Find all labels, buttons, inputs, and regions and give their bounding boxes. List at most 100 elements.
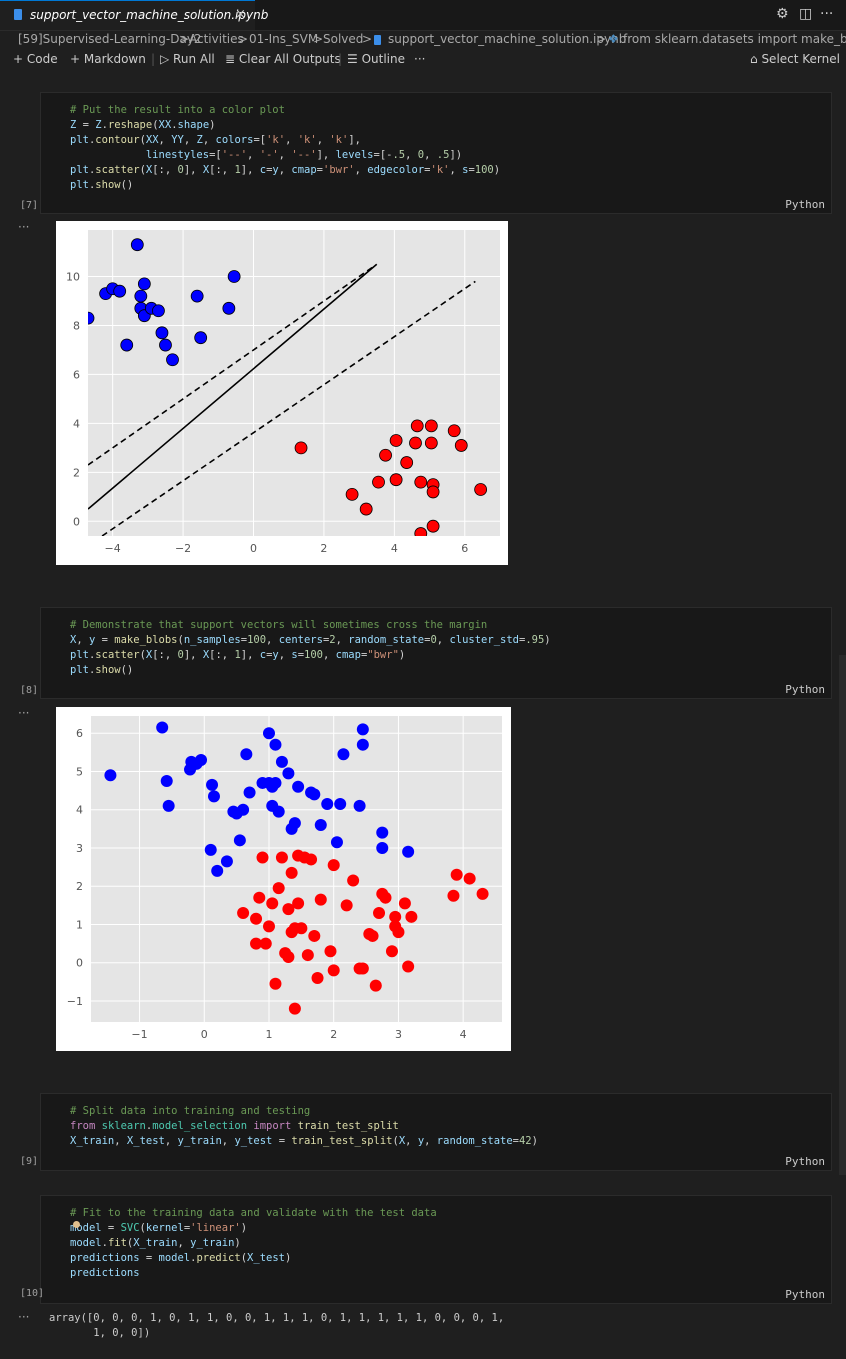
blobs-scatter-plot: −1 0 1 2 3 4 −1 0 1 2 3 4 5 6	[67, 716, 502, 1041]
code-cell[interactable]: # Put the result into a color plot Z = Z…	[40, 92, 832, 214]
data-point	[314, 819, 327, 832]
data-point	[410, 419, 424, 433]
data-point	[166, 353, 179, 367]
plot-area	[91, 716, 502, 1022]
data-point	[269, 738, 282, 751]
breadcrumb-item[interactable]: Activities	[189, 32, 244, 46]
data-point	[155, 326, 169, 340]
data-point	[398, 897, 411, 910]
plot-output-1: −4 −2 0 2 4 6 0 2 4 6 8 10	[56, 221, 508, 565]
y-tick-label: 2	[76, 880, 83, 893]
clear-icon: ≣	[225, 52, 239, 66]
breadcrumb-separator: >	[238, 32, 249, 46]
data-point	[275, 755, 288, 768]
run-all-button[interactable]: ▷ Run All	[160, 52, 215, 66]
output-more-icon[interactable]: ···	[18, 706, 30, 720]
cell-language[interactable]: Python	[785, 198, 825, 211]
add-markdown-label: Markdown	[83, 52, 146, 66]
data-point	[474, 483, 488, 496]
data-point	[285, 866, 298, 879]
data-point	[190, 289, 204, 303]
data-point	[373, 906, 386, 919]
y-tick-label: 6	[76, 727, 83, 740]
y-tick-label: 6	[73, 368, 80, 381]
data-point	[314, 893, 327, 906]
outline-button[interactable]: ☰ Outline	[347, 52, 405, 66]
output-more-icon[interactable]: ···	[18, 220, 30, 234]
cell-language[interactable]: Python	[785, 1288, 825, 1301]
data-point	[402, 960, 415, 973]
margin-line	[88, 266, 374, 466]
data-point	[130, 238, 144, 252]
data-point	[156, 721, 169, 734]
plot-content	[88, 238, 488, 536]
data-point	[392, 926, 405, 939]
execution-count: [9]	[20, 1156, 39, 1167]
close-icon[interactable]: ×	[235, 7, 246, 22]
x-tick-label: 2	[320, 542, 327, 555]
select-kernel-button[interactable]: ⌂ Select Kernel	[750, 52, 840, 66]
gear-icon[interactable]: ⚙	[776, 6, 789, 22]
svm-contour-scatter-plot: −4 −2 0 2 4 6 0 2 4 6 8 10	[66, 230, 500, 555]
toolbar-divider: |	[338, 52, 343, 66]
data-point	[159, 338, 172, 352]
data-point	[405, 910, 418, 923]
add-code-button[interactable]: + Code	[13, 52, 58, 66]
cell-code[interactable]: # Put the result into a color plot Z = Z…	[70, 104, 501, 191]
data-point	[356, 962, 369, 975]
data-point	[345, 487, 359, 501]
tab-notebook[interactable]: support_vector_machine_solution.ipynb ×	[0, 0, 268, 30]
breadcrumb-item[interactable]: support_vector_machine_solution.ipynb	[388, 32, 627, 46]
breadcrumb-item[interactable]: 01-Ins_SVM	[249, 32, 319, 46]
cell-code[interactable]: # Fit to the training data and validate …	[70, 1207, 437, 1279]
code-cell[interactable]: # Demonstrate that support vectors will …	[40, 607, 832, 699]
data-point	[104, 769, 117, 782]
code-cell[interactable]: # Fit to the training data and validate …	[40, 1195, 832, 1304]
more-actions-icon[interactable]: ···	[820, 6, 834, 22]
cell-code[interactable]: # Split data into training and testing f…	[70, 1105, 538, 1147]
data-point	[327, 964, 340, 977]
cell-language[interactable]: Python	[785, 683, 825, 696]
data-point	[447, 889, 460, 902]
y-tick-label: 5	[76, 765, 83, 778]
breadcrumb-item[interactable]: Solved	[323, 32, 364, 46]
plus-icon: +	[13, 52, 27, 66]
breadcrumb-item[interactable]: [59]Supervised-Learning-Day2	[18, 32, 202, 46]
data-point	[426, 519, 440, 533]
data-point	[288, 1002, 301, 1015]
x-tick-label: 6	[461, 542, 468, 555]
breadcrumb-item[interactable]: from sklearn.datasets import make_blobs	[623, 32, 846, 46]
tab-title: support_vector_machine_solution.ipynb	[30, 8, 269, 22]
data-point	[400, 456, 414, 469]
data-point	[356, 738, 369, 751]
add-markdown-button[interactable]: + Markdown	[70, 52, 146, 66]
data-point	[282, 950, 295, 963]
plus-icon: +	[70, 52, 84, 66]
output-more-icon[interactable]: ···	[18, 1310, 30, 1324]
notebook-editor: # Put the result into a color plot Z = Z…	[0, 72, 846, 1359]
x-tick-label: 4	[460, 1028, 467, 1041]
lightbulb-icon[interactable]	[73, 1221, 80, 1228]
data-point	[353, 799, 366, 812]
data-point	[347, 874, 360, 887]
data-point	[376, 841, 389, 854]
tab-bar: support_vector_machine_solution.ipynb × …	[0, 0, 846, 31]
data-point	[195, 753, 208, 766]
split-editor-icon[interactable]: ◫	[799, 6, 813, 22]
y-tick-label: −1	[67, 995, 83, 1008]
data-point	[409, 436, 422, 450]
add-code-label: Code	[26, 52, 58, 66]
data-point	[366, 929, 379, 942]
scrollbar[interactable]	[839, 655, 846, 1175]
python-icon: ❖	[608, 32, 619, 46]
data-point	[222, 301, 236, 315]
cell-language[interactable]: Python	[785, 1155, 825, 1168]
clear-all-outputs-button[interactable]: ≣ Clear All Outputs	[225, 52, 341, 66]
data-point	[295, 922, 308, 935]
data-point	[294, 441, 308, 455]
data-point	[262, 920, 275, 933]
code-cell[interactable]: # Split data into training and testing f…	[40, 1093, 832, 1171]
outline-label: Outline	[361, 52, 405, 66]
cell-code[interactable]: # Demonstrate that support vectors will …	[70, 619, 551, 676]
toolbar-more-button[interactable]: ···	[414, 52, 426, 66]
